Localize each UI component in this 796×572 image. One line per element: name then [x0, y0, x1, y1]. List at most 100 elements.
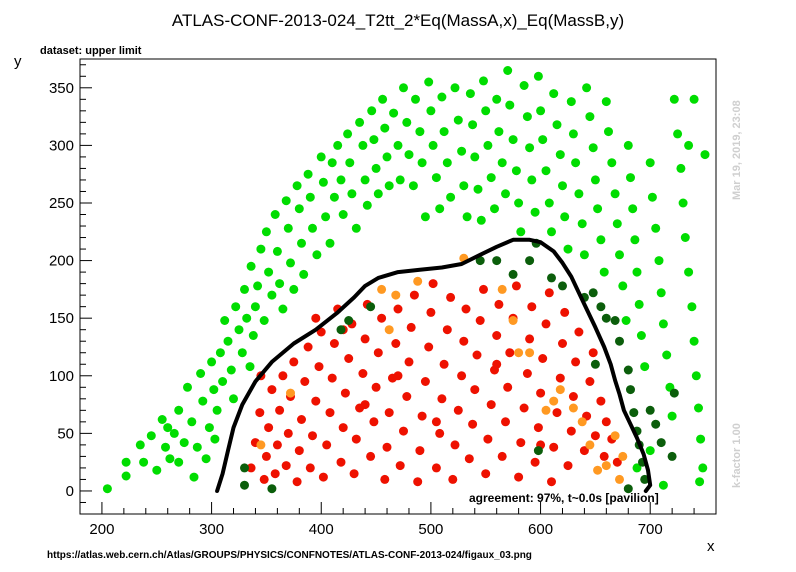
point-excluded — [448, 474, 458, 484]
point-excluded-wrong — [555, 385, 565, 395]
point-excluded — [395, 461, 405, 471]
point-allowed — [684, 267, 694, 277]
point-allowed — [289, 284, 299, 294]
point-excluded — [409, 290, 419, 300]
point-allowed — [626, 173, 635, 183]
point-excluded — [552, 408, 562, 418]
point-allowed — [234, 325, 244, 335]
x-tick-label: 300 — [199, 521, 224, 538]
point-allowed — [571, 158, 581, 168]
point-excluded — [340, 388, 350, 398]
point-allowed — [678, 198, 688, 208]
point-allowed — [483, 140, 493, 150]
point-excluded — [442, 325, 452, 335]
point-excluded — [393, 304, 403, 314]
point-excluded — [264, 423, 274, 433]
point-allowed-wrong — [623, 365, 633, 375]
point-allowed — [656, 288, 666, 298]
point-excluded — [327, 373, 337, 383]
point-excluded — [281, 461, 291, 471]
point-allowed — [694, 403, 703, 413]
point-excluded — [492, 331, 502, 340]
point-excluded — [446, 292, 456, 302]
point-allowed — [318, 177, 328, 187]
point-allowed — [476, 215, 486, 225]
point-allowed — [399, 83, 408, 93]
point-allowed-wrong — [626, 385, 635, 395]
point-allowed-wrong — [667, 451, 677, 461]
point-allowed — [226, 365, 236, 375]
point-excluded — [431, 463, 441, 473]
point-allowed — [508, 135, 518, 145]
point-allowed — [558, 181, 567, 191]
point-excluded — [267, 385, 277, 395]
point-excluded — [574, 327, 584, 337]
point-allowed — [299, 269, 309, 279]
point-allowed — [457, 146, 467, 156]
point-allowed — [527, 175, 537, 185]
point-excluded-wrong — [585, 440, 595, 450]
point-allowed-wrong — [267, 484, 277, 494]
point-allowed — [618, 281, 628, 291]
point-allowed — [552, 120, 562, 130]
point-allowed — [196, 369, 206, 378]
point-excluded — [563, 461, 573, 471]
point-excluded — [549, 442, 559, 452]
point-allowed — [373, 189, 383, 199]
point-allowed-wrong — [669, 388, 679, 398]
point-allowed — [676, 163, 686, 173]
chart-title: ATLAS-CONF-2013-024_T2tt_2*Eq(MassA,x)_E… — [172, 11, 624, 30]
point-excluded — [533, 423, 543, 433]
point-excluded — [366, 451, 376, 461]
point-allowed — [415, 127, 425, 137]
point-excluded — [544, 288, 554, 298]
point-allowed — [347, 189, 357, 199]
point-allowed — [209, 385, 219, 395]
point-allowed — [658, 319, 668, 329]
point-excluded — [371, 382, 381, 392]
point-allowed — [547, 227, 556, 237]
point-excluded — [579, 446, 589, 456]
point-allowed — [297, 238, 306, 248]
point-excluded-wrong — [286, 388, 295, 398]
point-allowed-wrong — [640, 474, 650, 484]
point-allowed — [169, 428, 179, 438]
point-excluded — [601, 417, 611, 427]
point-excluded — [413, 477, 423, 487]
point-allowed — [596, 235, 606, 245]
point-allowed — [281, 196, 291, 206]
point-allowed — [428, 140, 438, 150]
point-allowed — [695, 477, 705, 487]
point-allowed — [479, 76, 488, 86]
point-allowed — [336, 175, 346, 185]
point-allowed — [439, 127, 449, 137]
point-allowed — [338, 210, 348, 219]
point-allowed — [261, 227, 271, 237]
point-excluded — [289, 357, 299, 367]
point-excluded — [585, 377, 595, 386]
point-allowed — [632, 267, 642, 277]
point-excluded — [377, 313, 387, 323]
point-excluded — [530, 457, 540, 467]
point-allowed — [321, 212, 331, 222]
point-excluded-wrong — [577, 417, 587, 427]
point-allowed — [640, 362, 650, 372]
source-url: https://atlas.web.cern.ch/Atlas/GROUPS/P… — [47, 550, 532, 561]
point-excluded — [275, 405, 285, 415]
point-allowed — [533, 71, 543, 81]
point-allowed — [325, 238, 335, 248]
point-excluded-wrong — [384, 325, 394, 335]
y-axis-label: y — [14, 53, 22, 70]
point-excluded — [329, 339, 339, 348]
point-allowed — [574, 189, 584, 199]
point-allowed — [139, 457, 149, 467]
point-allowed — [292, 181, 302, 191]
point-excluded — [588, 348, 598, 358]
point-allowed — [378, 94, 388, 104]
point-excluded — [404, 357, 414, 367]
y-tick-label: 50 — [57, 425, 74, 442]
point-allowed-wrong — [475, 256, 485, 266]
point-excluded — [314, 362, 324, 372]
point-allowed — [494, 127, 504, 137]
point-excluded — [481, 469, 491, 479]
